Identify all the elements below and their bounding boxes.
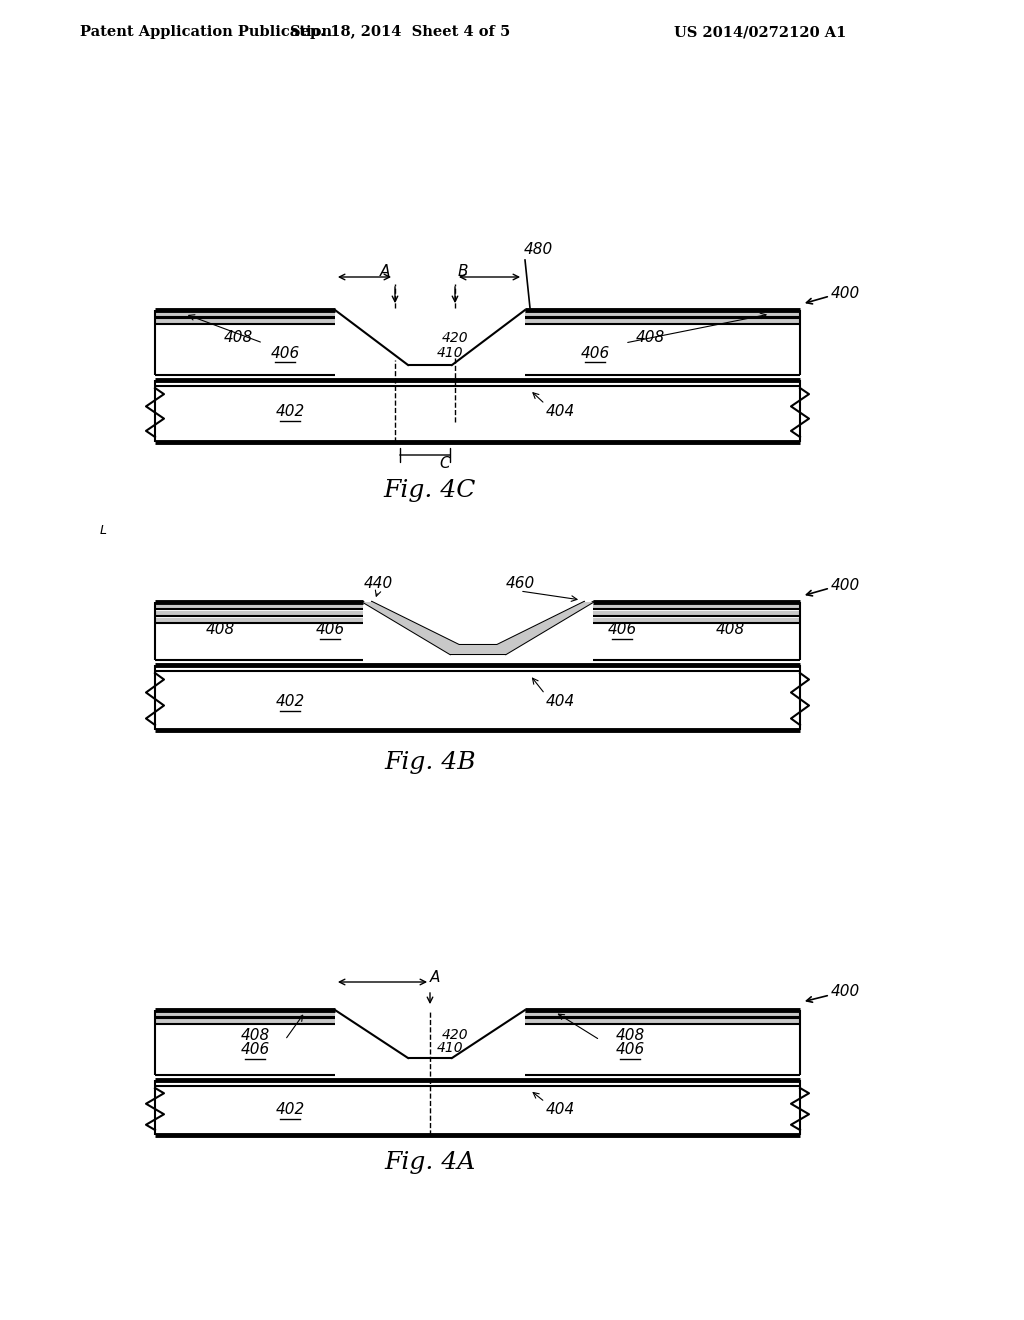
Text: US 2014/0272120 A1: US 2014/0272120 A1 [674, 25, 846, 40]
Bar [593, 605, 800, 609]
Bar [525, 318, 800, 323]
Text: Fig. 4C: Fig. 4C [384, 479, 476, 502]
Text: 404: 404 [546, 694, 574, 710]
Text: 408: 408 [635, 330, 665, 346]
Text: 420: 420 [441, 1028, 468, 1041]
Text: 404: 404 [546, 404, 574, 420]
Text: 402: 402 [275, 1102, 304, 1118]
Text: 400: 400 [830, 578, 859, 593]
Text: 408: 408 [716, 623, 744, 638]
Bar [525, 1010, 800, 1016]
Text: 406: 406 [315, 623, 345, 638]
Bar [155, 1018, 335, 1024]
Text: 440: 440 [364, 576, 392, 590]
Bar [155, 1010, 335, 1016]
Bar [155, 605, 362, 609]
Text: 406: 406 [270, 346, 300, 360]
Text: 406: 406 [241, 1043, 269, 1057]
Bar [450, 645, 506, 653]
Text: 400: 400 [830, 285, 859, 301]
Text: 400: 400 [830, 985, 859, 999]
Text: 406: 406 [607, 623, 637, 638]
Text: 402: 402 [275, 694, 304, 710]
Bar [155, 380, 800, 442]
Text: 410: 410 [436, 1041, 463, 1055]
Text: 406: 406 [615, 1043, 645, 1057]
Bar [155, 318, 335, 323]
Bar [155, 665, 800, 730]
Text: 420: 420 [441, 331, 468, 345]
Text: 408: 408 [206, 623, 234, 638]
Polygon shape [497, 602, 593, 653]
Text: 404: 404 [546, 1102, 574, 1118]
Bar [155, 618, 362, 623]
Text: C: C [439, 457, 451, 471]
Bar [155, 1010, 800, 1074]
Polygon shape [362, 602, 459, 653]
Bar [155, 602, 800, 660]
Text: A: A [430, 970, 440, 986]
Text: L: L [100, 524, 106, 536]
Bar [593, 618, 800, 623]
Text: 460: 460 [506, 576, 535, 590]
Text: B: B [458, 264, 468, 280]
Bar [155, 310, 335, 317]
Text: Fig. 4A: Fig. 4A [384, 1151, 475, 1173]
Text: 406: 406 [581, 346, 609, 360]
Bar [593, 611, 800, 616]
Text: 480: 480 [523, 243, 553, 257]
Bar [155, 310, 800, 375]
Text: 408: 408 [241, 1027, 269, 1043]
Bar [525, 1018, 800, 1024]
Text: 410: 410 [436, 346, 463, 360]
Bar [155, 1080, 800, 1135]
Text: Patent Application Publication: Patent Application Publication [80, 25, 332, 40]
Text: A: A [380, 264, 390, 280]
Bar [525, 310, 800, 317]
Text: Sep. 18, 2014  Sheet 4 of 5: Sep. 18, 2014 Sheet 4 of 5 [290, 25, 510, 40]
Text: Fig. 4B: Fig. 4B [384, 751, 476, 775]
Text: 408: 408 [615, 1027, 645, 1043]
Bar [155, 611, 362, 616]
Text: 402: 402 [275, 404, 304, 420]
Text: 408: 408 [223, 330, 253, 346]
